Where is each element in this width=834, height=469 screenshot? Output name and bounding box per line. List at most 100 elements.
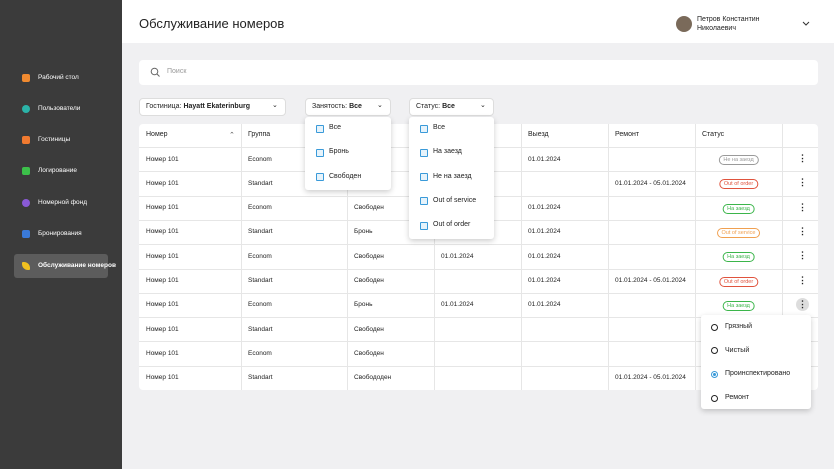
cell: Standart (248, 228, 273, 236)
column-divider (347, 124, 348, 390)
user-name[interactable]: Николаевич (697, 25, 736, 32)
cell: 01.01.2024 (441, 252, 474, 260)
column-header[interactable]: Ремонт (615, 131, 640, 138)
dropdown-item[interactable]: Все (329, 124, 342, 131)
cell: Standart (248, 325, 273, 333)
radio[interactable] (711, 370, 718, 378)
cell: Econom (248, 155, 272, 163)
row-menu-item[interactable]: Чистый (725, 346, 750, 354)
menu-item[interactable]: Логирование (38, 167, 77, 174)
filter-label: Статус: (416, 103, 441, 110)
status-badge: Не на заезд (718, 155, 759, 165)
row-menu-item[interactable]: Проинспектировано (725, 370, 791, 378)
status-badge: Out of order (718, 276, 759, 287)
column-header[interactable]: Выезд (528, 131, 549, 138)
icon (22, 262, 30, 270)
menu-item[interactable]: Пользователи (38, 105, 81, 112)
cell: Свободен (354, 277, 384, 284)
status-badge: Out of service (716, 227, 761, 238)
dropdown-item[interactable]: Все (433, 124, 446, 131)
dropdown-item[interactable]: На заезд (433, 148, 462, 156)
radio[interactable] (711, 394, 718, 402)
filter[interactable] (409, 98, 494, 116)
checkbox[interactable] (420, 124, 428, 133)
menu-item[interactable]: Номерной фонд (38, 199, 87, 206)
radio[interactable] (711, 347, 718, 355)
radio[interactable] (711, 323, 718, 331)
cell: Номер 101 (146, 374, 179, 382)
more-button[interactable]: ⋮ (798, 274, 807, 285)
more-button[interactable]: ⋮ (798, 177, 807, 188)
dropdown-item[interactable]: Свободен (329, 172, 362, 180)
cell: Econom (248, 204, 272, 212)
checkbox[interactable] (316, 173, 324, 182)
avatar[interactable] (676, 16, 692, 32)
row-menu-item[interactable]: Грязный (725, 323, 753, 330)
column-divider (608, 124, 609, 390)
menu-item[interactable]: Гостиницы (38, 136, 71, 143)
filter-value: Все (442, 103, 455, 110)
menu-item[interactable]: Обслуживание номеров (38, 262, 116, 269)
cell: Свободен (354, 204, 384, 212)
filter[interactable] (139, 98, 286, 116)
cell: 01.01.2024 - 05.01.2024 (615, 277, 686, 284)
menu-item[interactable]: Бронирования (38, 230, 82, 237)
more-button[interactable]: ⋮ (798, 201, 807, 212)
filter[interactable] (305, 98, 391, 116)
checkbox[interactable] (420, 221, 428, 230)
icon (22, 105, 30, 113)
filter-label: Гостиница: (146, 103, 182, 110)
status-badge: Out of order (718, 179, 759, 190)
cell: Standart (248, 277, 273, 284)
column-header[interactable]: Номер (146, 131, 168, 138)
column-divider (241, 124, 242, 390)
header (122, 0, 834, 43)
cell: 01.01.2024 (528, 277, 561, 284)
dropdown-item[interactable]: Не на заезд (433, 172, 472, 180)
column-divider (434, 124, 435, 390)
page-title: Обслуживание номеров (139, 16, 285, 31)
column-header[interactable]: Статус (702, 131, 725, 138)
chevron[interactable] (802, 21, 810, 27)
cell: 01.01.2024 (528, 301, 561, 309)
dropdown-item[interactable]: Out of service (433, 196, 477, 204)
checkbox[interactable] (316, 124, 324, 133)
icon (22, 136, 30, 144)
checkbox[interactable] (316, 148, 324, 157)
cell: Свободен (354, 349, 384, 357)
cell: Свобододен (354, 374, 392, 382)
chevron[interactable]: ⌄ (377, 102, 383, 109)
search-box[interactable] (139, 60, 818, 85)
row-divider (139, 244, 818, 246)
more-button[interactable]: ⋮ (798, 225, 807, 236)
chevron[interactable]: ⌄ (480, 102, 486, 109)
user-name[interactable]: Петров Константин (697, 16, 760, 23)
dropdown-item[interactable]: Out of order (433, 221, 471, 229)
row-menu-item[interactable]: Ремонт (725, 394, 750, 402)
filter-value: Hayatt Ekaterinburg (183, 103, 250, 110)
chevron[interactable]: ⌄ (272, 102, 278, 109)
checkbox[interactable] (420, 197, 428, 206)
search-icon (150, 67, 160, 77)
cell: Свободен (354, 252, 384, 260)
cell: Econom (248, 301, 272, 309)
column-divider (695, 124, 696, 390)
cell: 01.01.2024 (528, 155, 561, 163)
column-divider (521, 124, 522, 390)
menu-item[interactable]: Рабочий стол (38, 74, 79, 81)
icon (22, 199, 30, 207)
row-divider (139, 341, 818, 343)
dropdown-item[interactable]: Бронь (329, 148, 349, 156)
column-header[interactable]: Группа (248, 131, 271, 138)
more-button[interactable]: ⋮ (798, 250, 807, 261)
checkbox[interactable] (420, 148, 428, 157)
more-button[interactable]: ⋮ (798, 153, 807, 163)
checkbox[interactable] (420, 173, 428, 182)
more-button[interactable]: ⋮ (796, 297, 809, 311)
row-menu (701, 315, 811, 409)
cell: Econom (248, 349, 272, 357)
cell: 01.01.2024 - 05.01.2024 (615, 374, 686, 382)
cell: Номер 101 (146, 155, 179, 163)
cell: Номер 101 (146, 325, 179, 333)
